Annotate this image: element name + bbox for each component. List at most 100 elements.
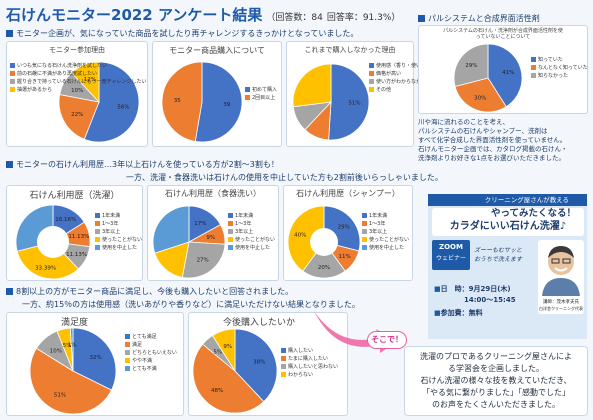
- pie-chart-shampoo: 29% 11% 20% 40%: [287, 205, 361, 279]
- legend-entry: 使ったことがない: [228, 236, 280, 244]
- legend-label: 使ったことがない: [235, 237, 276, 243]
- legend-swatch: [228, 244, 233, 250]
- legend-entry: 1年未満: [95, 212, 145, 220]
- legend-entry: どちらともいえない: [125, 349, 183, 357]
- chart-card-notbought: これまで購入しなかった理由 51% 使用感（香り・使い心地など）がわからず購入に…: [286, 41, 526, 147]
- legend-entry: わからない: [281, 371, 347, 379]
- legend-label: たまに購入したい: [288, 356, 328, 362]
- data-label: 12%: [84, 77, 96, 83]
- chart-legend: 購入したい たまに購入したい 購入したいと思わない わからない: [281, 347, 347, 379]
- legend-entry: 1〜3年: [228, 220, 280, 228]
- legend-entry: その他: [369, 86, 414, 94]
- legend-label: 使い方がわからなかった: [376, 79, 432, 85]
- page-title: 石けんモニター2022 アンケート結果 （回答数：84 回答率：91.3%）: [6, 6, 401, 24]
- legend-entry: 満足: [125, 341, 183, 349]
- legend-label: 1年未満: [102, 213, 121, 219]
- chart-title: 今後購入したいか: [223, 318, 296, 328]
- legend-label: 抽選があるから: [17, 87, 53, 93]
- pie-slice: [29, 347, 113, 415]
- pie-slice: [194, 61, 243, 143]
- chart-card-future: 今後購入したいか 38% 48% 5% 9% 購入したい たまに購入したい 購入したいと思…: [188, 312, 348, 416]
- legend-label: 前の石鹸に不満があり再度試したい: [17, 71, 98, 77]
- legend-swatch: [362, 244, 367, 250]
- section-subtext-3: 一方、約15％の方は使用感（洗いあがりや香りなど）に満足いただけない結果となりま…: [22, 300, 360, 309]
- legend-label: 知らなかった: [538, 73, 569, 79]
- chart-title: 石けん利用歴（洗濯）: [29, 191, 120, 201]
- legend-entry: 使ったことがない: [362, 236, 414, 244]
- legend-swatch: [10, 62, 15, 68]
- pie-chart-future: 38% 48% 5%9%: [192, 328, 278, 414]
- legend-swatch: [362, 236, 367, 242]
- data-label: 41%: [502, 70, 514, 76]
- pie-slice: [83, 61, 140, 143]
- data-label: 16.16%: [55, 217, 76, 223]
- data-label: 29%: [465, 63, 477, 69]
- legend-label: 1年未満: [235, 213, 254, 219]
- legend-swatch: [228, 236, 233, 242]
- legend-label: なんとなく知っていた: [538, 65, 588, 71]
- legend-label: 購入したいと思わない: [288, 364, 339, 370]
- legend-entry: とても満足: [125, 333, 183, 341]
- legend-entry: 3年以上: [95, 228, 145, 236]
- legend-entry: 3年以上: [362, 228, 414, 236]
- donut-hole: [37, 226, 69, 258]
- data-label: 9%: [223, 344, 232, 350]
- pie-slice: [453, 43, 489, 87]
- chart-card-satisfaction: 満足度 32% 51% 10% 5% 1% とても満足 満足 どちらともいえない やや不満 とて…: [6, 312, 184, 416]
- chart-legend: 初めて購入 2回目以上: [245, 86, 283, 102]
- legend-entry: 1年未満: [228, 212, 280, 220]
- flyer-host: クリーニング屋さんが教える: [428, 194, 587, 206]
- legend-swatch: [95, 244, 100, 250]
- chart-legend: 1年未満 1〜3年 3年以上 使ったことがない 使用を中止した: [362, 212, 414, 252]
- legend-entry: 抽選があるから: [10, 86, 68, 94]
- legend-label: 使ったことがない: [102, 237, 143, 243]
- legend-entry: 知っていた: [531, 56, 589, 64]
- chart-legend: 1年未満 1〜3年 3年以上 使ったことがない 使用を中止した: [95, 212, 145, 252]
- chart-title: 石けん利用歴（シャンプー）: [296, 189, 400, 198]
- pie-slice: [287, 205, 325, 272]
- legend-swatch: [362, 228, 367, 234]
- legend-swatch: [281, 371, 286, 377]
- legend-entry: たまに購入したい: [281, 355, 347, 363]
- legend-label: 2回目以上: [252, 95, 276, 101]
- data-label: 30%: [474, 96, 486, 102]
- legend-label: どちらともいえない: [132, 350, 177, 356]
- chart-legend: 使用感（香り・使い心地など）がわからず購入に踏み切れなかった価格が高い使い方がわ…: [369, 62, 526, 94]
- legend-swatch: [125, 341, 130, 347]
- legend-entry: 3年以上: [228, 228, 280, 236]
- legend-swatch: [125, 365, 130, 371]
- legend-swatch: [125, 349, 130, 355]
- legend-label: 3年以上: [235, 229, 254, 235]
- legend-swatch: [125, 333, 130, 339]
- palsystem-description: 川や海に流れるのことを考え、 パルシステムの石けんやシャンプー、洗剤は すべて化…: [418, 118, 568, 162]
- chart-title: モニター参加理由: [49, 46, 105, 54]
- legend-label: 1〜3年: [235, 221, 252, 227]
- legend-entry: なんとなく知っていた: [531, 64, 589, 72]
- pie-slice: [152, 205, 190, 254]
- section-heading-3: 8割以上の方がモニター商品に満足し、今後も購入したいと回答されました。: [6, 286, 293, 297]
- legend-swatch: [95, 228, 100, 234]
- legend-swatch: [10, 86, 15, 92]
- respondent-count: （回答数：84: [266, 13, 323, 23]
- data-label: 38%: [253, 359, 265, 365]
- data-label: 51%: [348, 101, 360, 107]
- chart-card-purchase: モニター商品購入について 39 35 初めて購入 2回目以上: [152, 41, 282, 147]
- legend-label: とても不満: [132, 366, 157, 372]
- data-label: 20%: [318, 265, 330, 271]
- legend-swatch: [10, 70, 15, 76]
- legend-entry: とても不満: [125, 365, 183, 373]
- legend-swatch: [228, 228, 233, 234]
- legend-entry: 2回目以上: [245, 94, 283, 102]
- pie-chart-participation: 56% 22% 10%12%: [58, 61, 140, 143]
- chart-title: 満足度: [61, 318, 89, 328]
- legend-entry: 前の石鹸に不満があり再度試したい: [10, 70, 97, 78]
- chart-card-dish: 石けん利用歴（食器洗い） 17% 9% 27% 1年未満 1〜3年 3年以上 使ったことが…: [147, 185, 279, 281]
- pie-slice: [71, 61, 100, 104]
- legend-entry: 1〜3年: [95, 220, 145, 228]
- pie-slice: [234, 328, 278, 403]
- flyer-suds-text: ズーーもむサッと おうちで洗えます: [474, 247, 523, 263]
- legend-swatch: [531, 72, 536, 78]
- data-label: 40%: [294, 232, 306, 238]
- legend-swatch: [369, 62, 374, 68]
- data-label: 32%: [90, 355, 102, 361]
